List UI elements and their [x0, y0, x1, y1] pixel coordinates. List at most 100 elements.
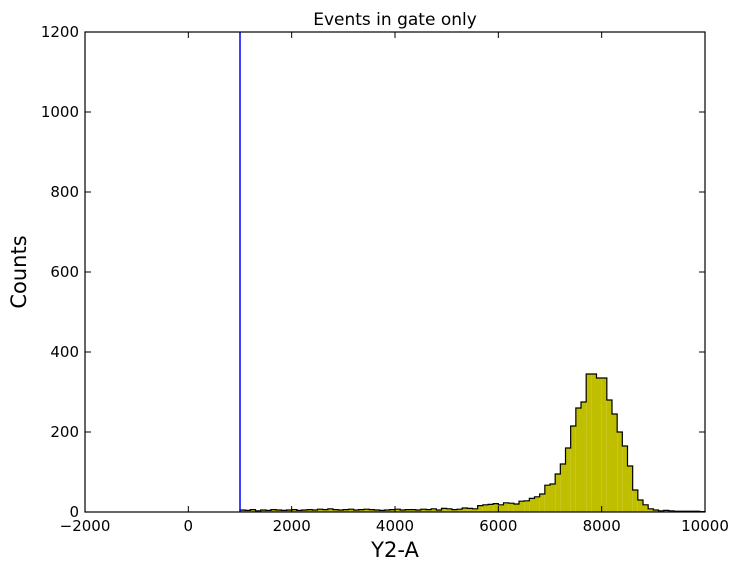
y-tick-label: 800 [50, 183, 79, 201]
x-tick-label: 2000 [273, 517, 311, 535]
histogram-bar [493, 503, 499, 512]
histogram-bar [281, 510, 287, 512]
histogram-bar [555, 474, 561, 512]
x-tick-label: 6000 [479, 517, 517, 535]
histogram-bar [333, 509, 339, 512]
y-axis-tick-labels: 0 200 400 600 800 1000 1200 [41, 23, 79, 521]
histogram-bar [276, 510, 282, 512]
histogram-bar [451, 509, 457, 512]
histogram-bar [663, 510, 669, 512]
histogram-bars [239, 373, 706, 513]
histogram-bar [240, 510, 246, 512]
histogram-bar [591, 374, 597, 512]
histogram-bar [550, 484, 556, 512]
y-tick-label: 400 [50, 343, 79, 361]
x-tick-label: 4000 [376, 517, 414, 535]
histogram-bar [327, 508, 333, 512]
x-tick-label: 10000 [681, 517, 729, 535]
histogram-bar [508, 503, 514, 512]
histogram-bar [565, 448, 571, 512]
histogram-bar [410, 509, 416, 512]
histogram-bar [601, 378, 607, 512]
chart-title: Events in gate only [313, 10, 477, 30]
plot-frame [84, 31, 706, 513]
histogram-bar [322, 509, 328, 512]
y-tick-label: 600 [50, 263, 79, 281]
x-tick-label: −2000 [60, 517, 111, 535]
histogram-bar [462, 508, 468, 512]
histogram-bar [260, 510, 266, 512]
histogram-bar [498, 504, 504, 512]
histogram-bar [400, 510, 406, 512]
histogram-bar [653, 510, 659, 512]
histogram-bar [524, 500, 530, 512]
histogram-bar [441, 508, 447, 512]
histogram-bar [384, 510, 390, 512]
histogram-bar [307, 509, 313, 512]
histogram-bar [503, 502, 509, 512]
histogram-bar [482, 504, 488, 512]
histogram-bar [627, 466, 633, 512]
histogram-bar [519, 501, 525, 512]
histogram-bar [338, 510, 344, 512]
histogram-bar [643, 504, 649, 512]
histogram-bar [544, 485, 550, 512]
histogram-bar [364, 509, 370, 512]
histogram-bar [405, 509, 411, 512]
histogram-bar [415, 510, 421, 512]
y-tick-label: 200 [50, 423, 79, 441]
histogram-outline [239, 373, 706, 513]
y-tick-label: 0 [69, 503, 79, 521]
histogram-bar [529, 498, 535, 512]
histogram-bar [472, 508, 478, 512]
histogram-bar [286, 510, 292, 512]
histogram-bar [581, 402, 587, 512]
histogram-bar [374, 510, 380, 512]
histogram-bar [637, 500, 643, 512]
histogram-bar [539, 494, 545, 512]
histogram-bar [389, 509, 395, 512]
histogram-bar [250, 509, 256, 512]
histogram-bar [343, 509, 349, 512]
histogram-bar [291, 509, 297, 512]
histogram-bar [648, 508, 654, 512]
histogram-bar [575, 408, 581, 512]
y-tick-label: 1000 [41, 103, 79, 121]
histogram-bar [617, 432, 623, 512]
histogram-bar [534, 496, 540, 512]
histogram-bar [312, 510, 318, 512]
histogram-bar [395, 509, 401, 512]
histogram-bar [570, 426, 576, 512]
histogram-bar [420, 509, 426, 512]
histogram-bar [265, 510, 271, 512]
y-tick-label: 1200 [41, 23, 79, 41]
x-tick-label: 0 [184, 517, 194, 535]
histogram-bar [612, 414, 618, 512]
histogram-bar [513, 504, 519, 512]
histogram-bar [348, 509, 354, 512]
histogram-bar [296, 510, 302, 512]
histogram-bar [436, 510, 442, 512]
x-tick-label: 8000 [583, 517, 621, 535]
histogram-bar [596, 378, 602, 512]
histogram-bar [586, 374, 592, 512]
histogram-bar [271, 509, 277, 512]
histogram-bar [379, 510, 385, 512]
histogram-bar [467, 508, 473, 512]
histogram-bar [369, 509, 375, 512]
y-axis-label: Counts [7, 235, 31, 308]
histogram-bar [353, 510, 359, 512]
histogram-bar [560, 464, 566, 512]
histogram-bar [426, 509, 432, 512]
histogram-bar [477, 505, 483, 512]
histogram-bar [457, 509, 463, 512]
histogram-bar [302, 510, 308, 512]
histogram-bar [606, 400, 612, 512]
histogram-bar [488, 504, 494, 512]
histogram-bar [317, 509, 323, 512]
histogram-bar [358, 509, 364, 512]
histogram-bar [431, 508, 437, 512]
x-axis-label: Y2-A [370, 538, 419, 562]
x-axis-tick-labels: −2000 0 2000 4000 6000 8000 10000 [60, 517, 729, 535]
